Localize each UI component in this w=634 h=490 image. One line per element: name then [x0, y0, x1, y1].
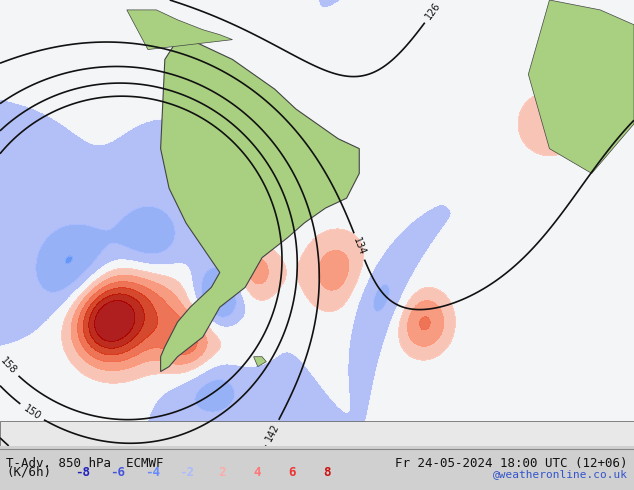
Text: 4: 4: [253, 466, 261, 479]
Text: 134: 134: [351, 236, 367, 257]
Text: -8: -8: [75, 466, 90, 479]
Polygon shape: [160, 40, 359, 371]
Text: 142: 142: [264, 422, 281, 443]
Text: 6: 6: [288, 466, 295, 479]
Text: -2: -2: [179, 466, 195, 479]
Text: 158: 158: [0, 355, 18, 376]
Polygon shape: [127, 10, 233, 49]
Text: 126: 126: [424, 1, 443, 22]
Text: @weatheronline.co.uk: @weatheronline.co.uk: [493, 469, 628, 479]
Text: T-Adv. 850 hPa  ECMWF: T-Adv. 850 hPa ECMWF: [6, 457, 164, 470]
Text: Fr 24-05-2024 18:00 UTC (12+06): Fr 24-05-2024 18:00 UTC (12+06): [395, 457, 628, 470]
Text: -4: -4: [145, 466, 160, 479]
Polygon shape: [254, 357, 266, 367]
Polygon shape: [528, 0, 634, 173]
Polygon shape: [0, 421, 634, 446]
Text: 2: 2: [218, 466, 226, 479]
Text: (K/6h): (K/6h): [6, 466, 51, 479]
Text: -6: -6: [110, 466, 125, 479]
Text: 8: 8: [323, 466, 330, 479]
Text: 150: 150: [22, 403, 42, 421]
